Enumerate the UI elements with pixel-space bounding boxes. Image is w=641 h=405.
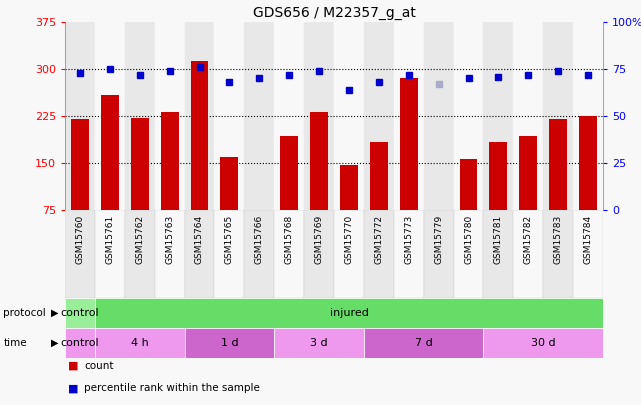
Text: GSM15765: GSM15765 [225, 214, 234, 264]
Bar [65, 298, 95, 328]
Text: 3 d: 3 d [310, 338, 328, 348]
Bar [161, 112, 179, 210]
Bar [131, 118, 149, 210]
Bar [244, 210, 274, 298]
Bar [215, 22, 244, 210]
Bar [424, 210, 454, 298]
Text: GSM15773: GSM15773 [404, 214, 413, 264]
Text: GSM15770: GSM15770 [344, 214, 353, 264]
Bar [454, 210, 483, 298]
Bar [460, 159, 478, 210]
Bar [65, 22, 95, 210]
Bar [71, 119, 89, 210]
Text: 7 d: 7 d [415, 338, 433, 348]
Text: control: control [61, 338, 99, 348]
Text: 4 h: 4 h [131, 338, 149, 348]
Bar [95, 328, 185, 358]
Bar [483, 328, 603, 358]
Bar [154, 22, 185, 210]
Bar [340, 165, 358, 210]
Text: ▶: ▶ [51, 338, 58, 348]
Bar [125, 210, 154, 298]
Text: percentile rank within the sample: percentile rank within the sample [84, 384, 260, 393]
Bar [424, 22, 454, 210]
Bar [513, 22, 543, 210]
Text: GSM15780: GSM15780 [464, 214, 473, 264]
Bar [274, 210, 304, 298]
Bar [579, 116, 597, 210]
Bar [394, 210, 424, 298]
Text: GSM15768: GSM15768 [285, 214, 294, 264]
Bar [513, 210, 543, 298]
Bar [101, 95, 119, 210]
Bar [244, 22, 274, 210]
Text: GSM15761: GSM15761 [105, 214, 114, 264]
Bar [454, 22, 483, 210]
Bar [221, 157, 238, 210]
Text: GSM15784: GSM15784 [583, 214, 592, 264]
Bar [573, 210, 603, 298]
Bar [394, 22, 424, 210]
Bar [185, 210, 215, 298]
Text: GSM15783: GSM15783 [554, 214, 563, 264]
Bar [185, 328, 274, 358]
Bar [364, 22, 394, 210]
Bar [185, 22, 215, 210]
Bar [280, 136, 298, 210]
Bar [65, 328, 95, 358]
Bar [483, 22, 513, 210]
Bar [490, 142, 508, 210]
Text: injured: injured [329, 308, 369, 318]
Bar [95, 210, 125, 298]
Bar [543, 22, 573, 210]
Bar [364, 210, 394, 298]
Text: 1 d: 1 d [221, 338, 238, 348]
Text: GSM15762: GSM15762 [135, 214, 144, 264]
Bar [519, 136, 537, 210]
Bar [549, 119, 567, 210]
Bar [400, 79, 418, 210]
Text: GSM15781: GSM15781 [494, 214, 503, 264]
Text: GSM15779: GSM15779 [434, 214, 443, 264]
Text: 30 d: 30 d [531, 338, 556, 348]
Text: GDS656 / M22357_g_at: GDS656 / M22357_g_at [253, 6, 415, 20]
Bar [154, 210, 185, 298]
Text: ■: ■ [68, 361, 79, 371]
Bar [364, 328, 483, 358]
Bar [573, 22, 603, 210]
Bar [334, 22, 364, 210]
Bar [274, 328, 364, 358]
Bar [310, 112, 328, 210]
Text: GSM15769: GSM15769 [315, 214, 324, 264]
Bar [483, 210, 513, 298]
Bar [95, 22, 125, 210]
Text: GSM15764: GSM15764 [195, 214, 204, 264]
Text: GSM15772: GSM15772 [374, 214, 383, 264]
Bar [215, 210, 244, 298]
Bar [190, 62, 208, 210]
Bar [304, 22, 334, 210]
Bar [274, 22, 304, 210]
Bar [65, 210, 95, 298]
Text: protocol: protocol [3, 308, 46, 318]
Text: GSM15760: GSM15760 [76, 214, 85, 264]
Text: ■: ■ [68, 384, 79, 393]
Text: ▶: ▶ [51, 308, 58, 318]
Text: GSM15766: GSM15766 [254, 214, 264, 264]
Bar [543, 210, 573, 298]
Bar [334, 210, 364, 298]
Bar [370, 142, 388, 210]
Text: control: control [61, 308, 99, 318]
Text: time: time [3, 338, 27, 348]
Text: count: count [84, 361, 113, 371]
Bar [125, 22, 154, 210]
Text: GSM15763: GSM15763 [165, 214, 174, 264]
Bar [304, 210, 334, 298]
Text: GSM15782: GSM15782 [524, 214, 533, 264]
